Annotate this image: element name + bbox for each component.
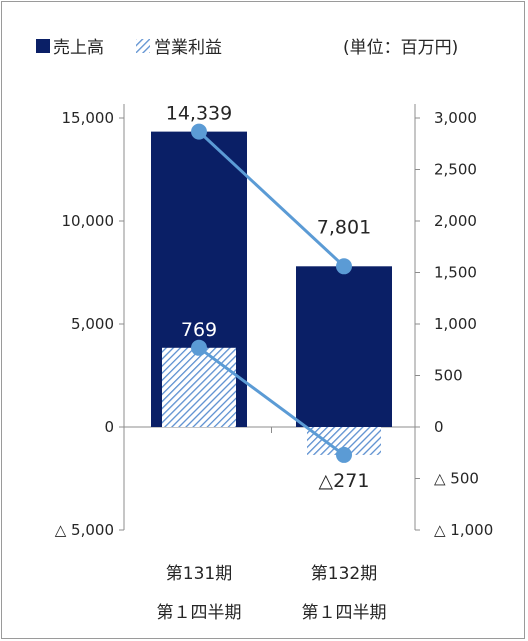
right-axis-tick-label: 1,500 xyxy=(434,264,477,282)
operating-income-marker xyxy=(336,446,352,463)
operating-income-line xyxy=(198,346,345,457)
unit-label: (単位：百万円) xyxy=(343,38,458,58)
operating-income-bar xyxy=(162,347,236,427)
category-label: 第132期 xyxy=(311,564,377,584)
left-axis-tick-label: 15,000 xyxy=(62,109,115,127)
right-axis-tick-label: 2,500 xyxy=(434,161,477,179)
left-axis-tick-label: 5,000 xyxy=(71,315,114,333)
legend-swatch-operating-income xyxy=(136,39,150,53)
sales-line xyxy=(197,130,346,268)
legend-label-sales: 売上高 xyxy=(53,38,104,58)
operating-income-data-label: △271 xyxy=(319,470,370,492)
sales-data-label: 7,801 xyxy=(317,216,371,238)
right-axis-tick-label: 500 xyxy=(434,367,463,385)
category-sublabel: 第１四半期 xyxy=(157,603,242,623)
right-axis-tick-label: 0 xyxy=(434,418,444,436)
legend-swatch-sales xyxy=(36,39,50,53)
operating-income-marker xyxy=(191,339,207,356)
category-sublabel: 第１四半期 xyxy=(302,603,387,623)
legend-label-operating-income: 営業利益 xyxy=(154,38,222,58)
legend: 売上高 営業利益 (単位：百万円) xyxy=(36,38,458,58)
right-axis-tick-label: 3,000 xyxy=(434,109,477,127)
category-label: 第131期 xyxy=(166,564,232,584)
right-axis-tick-label: 2,000 xyxy=(434,212,477,230)
sales-data-label: 14,339 xyxy=(166,103,232,125)
plot-area: 15,000 10,000 5,000 0 △ 5,000 3,000 2,500 2,000… xyxy=(55,103,494,623)
sales-marker xyxy=(336,258,352,275)
left-axis-tick-label: 10,000 xyxy=(62,212,115,230)
right-axis-tick-label: 1,000 xyxy=(434,315,477,333)
sales-marker xyxy=(191,123,207,140)
left-axis-tick-label: △ 5,000 xyxy=(55,521,114,539)
sales-bar xyxy=(296,266,392,427)
right-axis-tick-label: △ 1,000 xyxy=(434,521,493,539)
operating-income-data-label: 769 xyxy=(181,319,217,341)
right-axis-tick-label: △ 500 xyxy=(434,470,479,488)
left-axis-tick-label: 0 xyxy=(104,418,114,436)
